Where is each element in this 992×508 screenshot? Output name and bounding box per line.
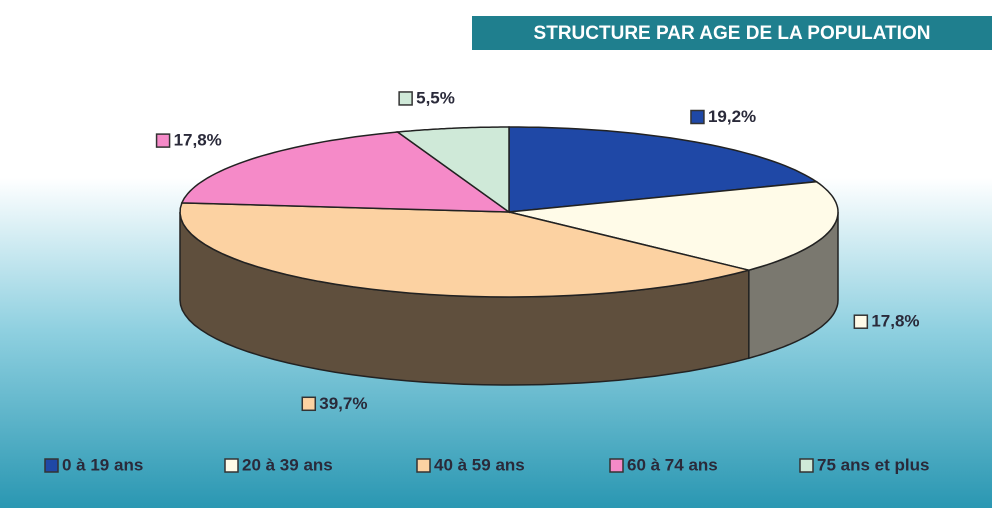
title-box: [472, 16, 992, 50]
legend-swatch: [44, 458, 59, 473]
legend-swatch: [224, 458, 239, 473]
legend-swatch: [416, 458, 431, 473]
data-label: 17,8%: [174, 131, 222, 150]
data-label: 17,8%: [871, 312, 919, 331]
legend-label: 75 ans et plus: [817, 455, 929, 474]
legend-swatch: [799, 458, 814, 473]
data-label: 5,5%: [416, 88, 455, 107]
pie-slice: [395, 126, 510, 214]
chart-title: STRUCTURE PAR AGE DE LA POPULATION: [534, 23, 931, 44]
data-label: 19,2%: [708, 107, 756, 126]
pie-slice: [508, 126, 819, 213]
pie-slice: [180, 131, 512, 213]
pie-slice: [508, 180, 839, 271]
label-swatch: [690, 109, 705, 125]
legend-label: 40 à 59 ans: [434, 455, 525, 474]
legend-label: 60 à 74 ans: [627, 455, 718, 474]
legend-label: 20 à 39 ans: [242, 455, 333, 474]
label-swatch: [155, 133, 171, 148]
label-swatch: [301, 396, 317, 412]
legend-swatch: [609, 458, 624, 473]
label-swatch: [398, 91, 413, 106]
legend-label: 0 à 19 ans: [62, 455, 143, 474]
data-label: 39,7%: [319, 394, 367, 413]
label-swatch: [853, 314, 869, 329]
pie: [179, 126, 839, 386]
legend: 0 à 19 ans 20 à 39 ans 40 à 59 ans 60 à 74 …: [44, 455, 929, 474]
labels: 19,2% 17,8% 39,7% 17,8% 5,5%: [155, 88, 920, 413]
pie-slice: [179, 202, 749, 298]
